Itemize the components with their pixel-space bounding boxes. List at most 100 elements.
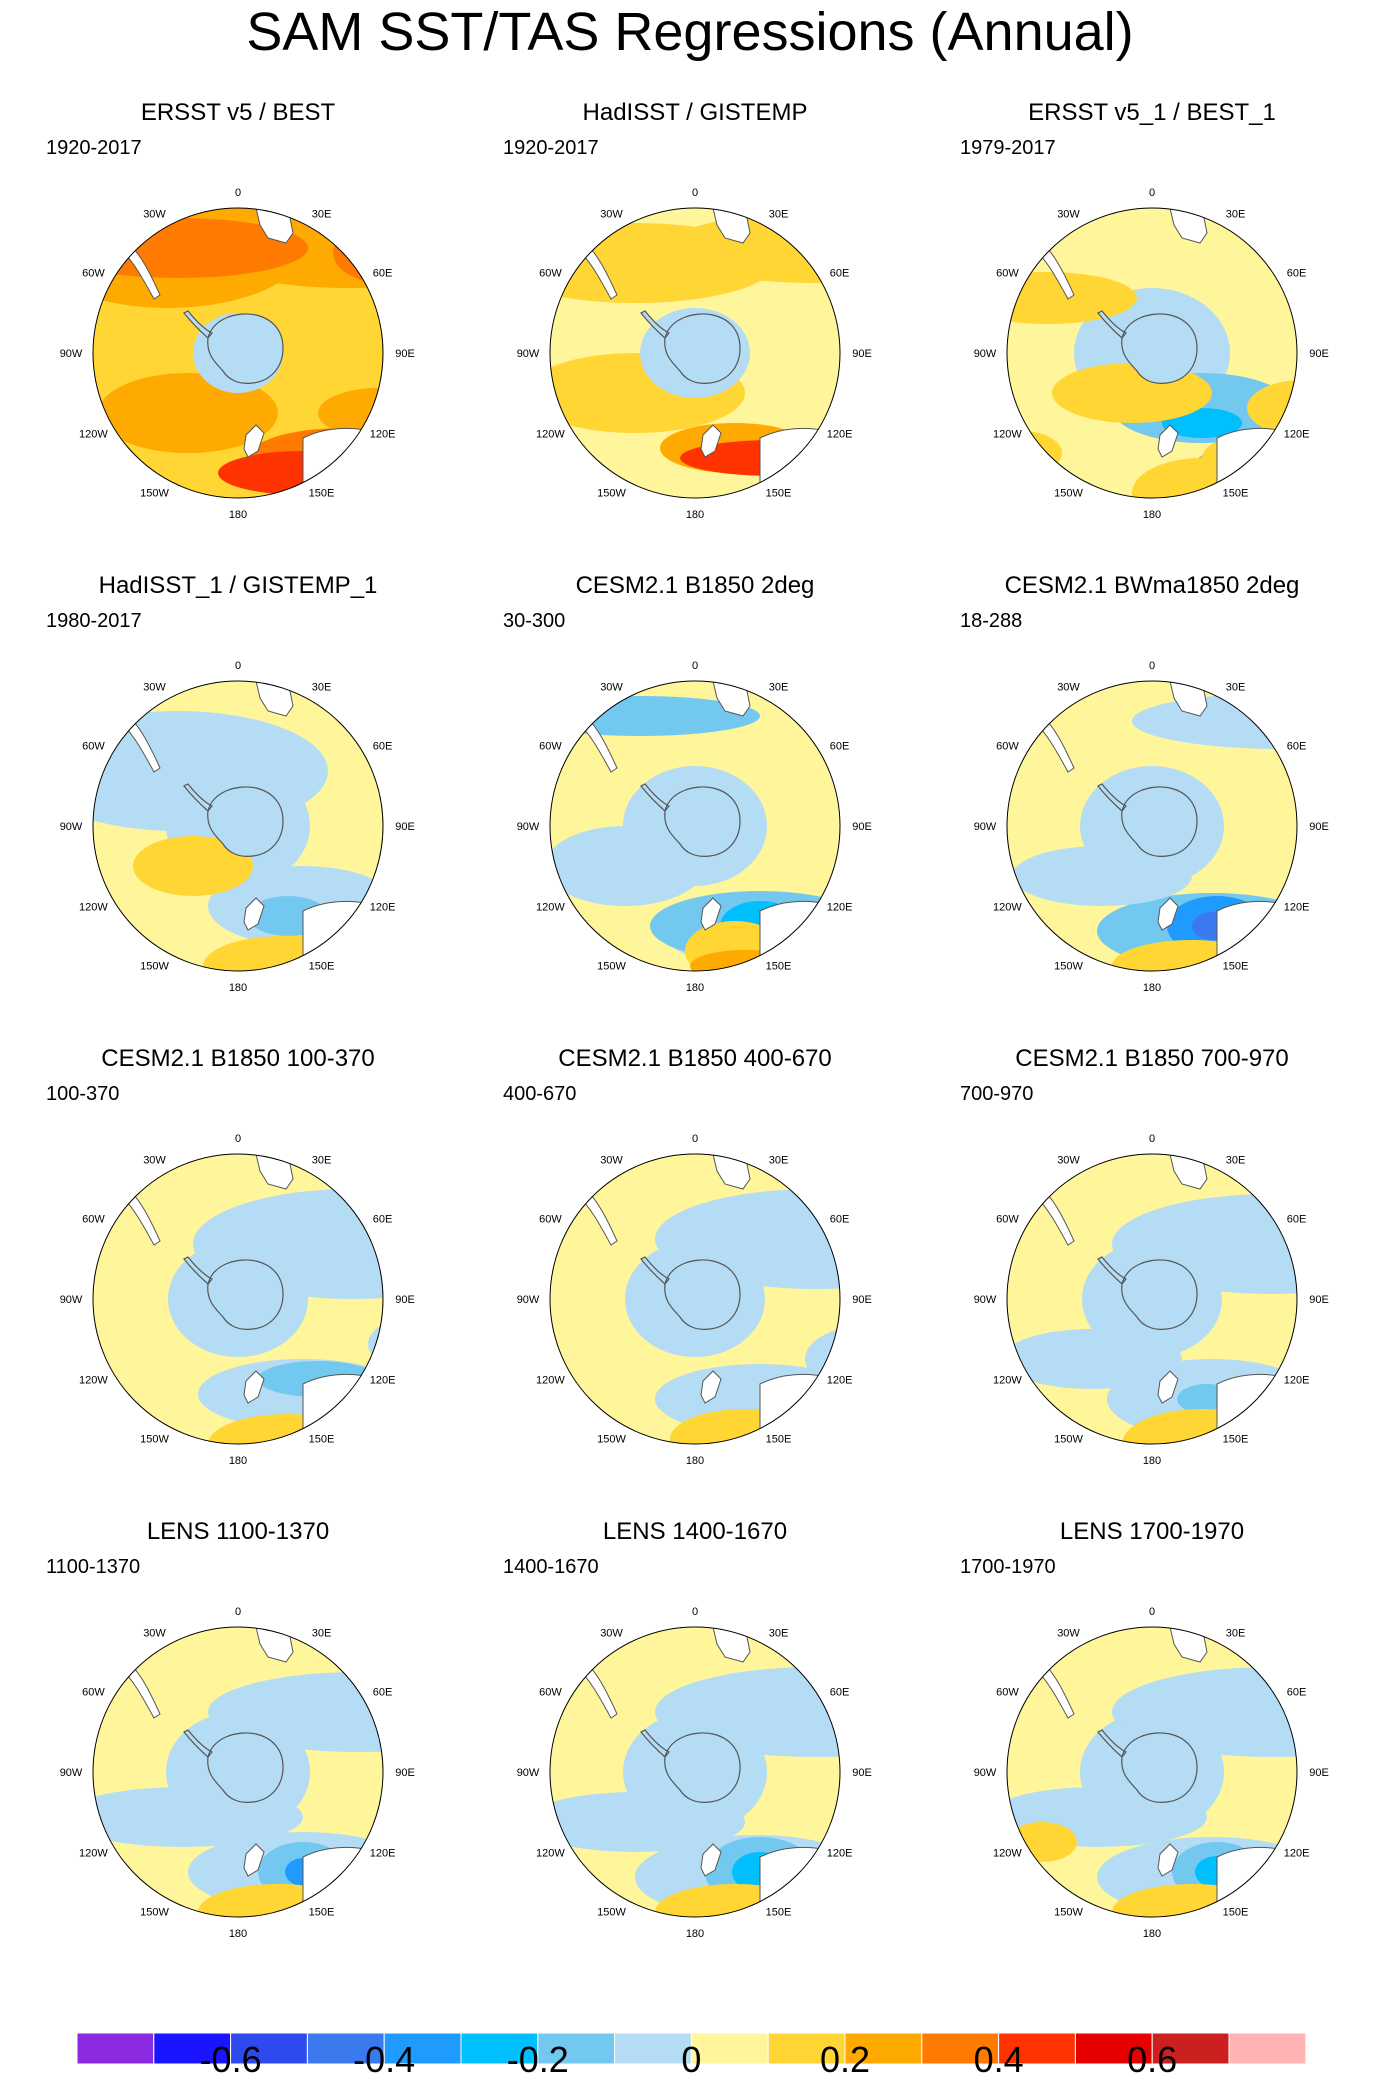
- panel-title: CESM2.1 B1850 100-370: [101, 1045, 375, 1072]
- antarctica-coastline: [1097, 1729, 1198, 1803]
- map-border: [1006, 1153, 1298, 1445]
- longitude-label: 150E: [1223, 960, 1249, 972]
- colorbar-swatch: [1074, 2032, 1153, 2065]
- antarctica-coastline: [640, 783, 741, 857]
- panel-9: CESM2.1 B1850 700-970 700-970 0 30E 60E 90E 12…: [922, 1044, 1380, 1514]
- longitude-label: 90W: [974, 348, 997, 360]
- africa-land: [1169, 208, 1208, 244]
- africa-land: [712, 1154, 751, 1190]
- antarctica-coastline: [640, 1729, 741, 1803]
- panel-title: LENS 1100-1370: [146, 1518, 330, 1545]
- africa-land: [255, 1627, 294, 1663]
- contour-field: [550, 1627, 840, 1917]
- longitude-label: 0: [1149, 660, 1155, 672]
- map-border: [1006, 680, 1298, 972]
- new-zealand-land: [243, 1843, 265, 1877]
- longitude-label: 30W: [1057, 1155, 1080, 1167]
- longitude-label: 120E: [370, 902, 396, 914]
- longitude-label: 60E: [373, 741, 393, 753]
- longitude-label: 150E: [766, 487, 792, 499]
- panel-title: CESM2.1 B1850 400-670: [558, 1045, 832, 1072]
- longitude-label: 180: [1143, 1928, 1161, 1940]
- map-border: [1006, 1626, 1298, 1918]
- contour-field: [1007, 1154, 1297, 1444]
- africa-land: [712, 681, 751, 717]
- panel-period: 1700-1970: [960, 1556, 1056, 1578]
- panel-period: 100-370: [46, 1083, 120, 1105]
- longitude-label: 60W: [539, 1687, 562, 1699]
- contour-field: [1007, 1627, 1297, 1917]
- longitude-label: 30E: [769, 1155, 789, 1167]
- longitude-label: 120E: [827, 1375, 853, 1387]
- antarctica-coastline: [183, 1729, 284, 1803]
- longitude-label: 150E: [766, 1906, 792, 1918]
- longitude-label: 150W: [597, 1906, 626, 1918]
- longitude-label: 30W: [1057, 209, 1080, 221]
- africa-land: [255, 1154, 294, 1190]
- contour-field: [550, 1154, 840, 1444]
- longitude-label: 180: [686, 1928, 704, 1940]
- longitude-label: 120W: [993, 429, 1022, 441]
- colorbar-swatch: [767, 2032, 846, 2065]
- longitude-label: 60W: [82, 741, 105, 753]
- longitude-label: 180: [686, 509, 704, 521]
- longitude-label: 90E: [395, 1767, 415, 1779]
- new-zealand-land: [1157, 897, 1179, 931]
- longitude-label: 30W: [1057, 682, 1080, 694]
- longitude-label: 30E: [769, 209, 789, 221]
- colorbar-tick-label: 0: [681, 2039, 702, 2080]
- contour-field: [93, 1154, 383, 1444]
- longitude-label: 180: [1143, 1455, 1161, 1467]
- longitude-label: 150W: [140, 960, 169, 972]
- longitude-label: 0: [235, 187, 241, 199]
- longitude-label: 120W: [993, 902, 1022, 914]
- longitude-label: 120E: [370, 1375, 396, 1387]
- longitude-label: 120W: [993, 1375, 1022, 1387]
- longitude-label: 0: [692, 660, 698, 672]
- longitude-label: 0: [235, 1133, 241, 1145]
- colorbar-swatch: [76, 2032, 155, 2065]
- longitude-label: 150E: [766, 1433, 792, 1445]
- longitude-label: 0: [235, 660, 241, 672]
- colorbar-tick-label: -0.2: [506, 2039, 569, 2080]
- longitude-label: 60W: [996, 1214, 1019, 1226]
- colorbar-tick-label: -0.4: [353, 2039, 416, 2080]
- africa-land: [1169, 681, 1208, 717]
- polar-map: 0 30E 60E 90E 120E 150E 180 150W 120W 90W 60W 30W: [974, 1606, 1329, 1940]
- africa-land: [1169, 1154, 1208, 1190]
- panel-2: HadISST / GISTEMP 1920-2017 0 30E 60E 90E 120E…: [465, 98, 925, 568]
- colorbar-swatch: [460, 2032, 539, 2065]
- new-zealand-land: [1157, 1370, 1179, 1404]
- longitude-label: 0: [1149, 187, 1155, 199]
- longitude-label: 30W: [600, 1628, 623, 1640]
- longitude-label: 120E: [1284, 902, 1310, 914]
- longitude-label: 90W: [60, 348, 83, 360]
- longitude-label: 150E: [1223, 487, 1249, 499]
- panel-3: ERSST v5_1 / BEST_1 1979-2017 0 30E 60E 90E 12…: [922, 98, 1380, 568]
- contour-region: [402, 398, 434, 418]
- contour-region: [1247, 380, 1297, 436]
- longitude-label: 120W: [536, 902, 565, 914]
- colorbar-swatch: [998, 2032, 1076, 2065]
- contour-field: [550, 208, 840, 498]
- new-zealand-land: [700, 424, 722, 458]
- longitude-label: 180: [229, 982, 247, 994]
- longitude-label: 0: [692, 1133, 698, 1145]
- colorbar-swatch: [383, 2032, 462, 2065]
- colorbar-tick-label: 0.6: [1127, 2039, 1178, 2080]
- longitude-label: 120E: [1284, 1848, 1310, 1860]
- longitude-label: 90W: [60, 821, 83, 833]
- longitude-label: 150E: [766, 960, 792, 972]
- longitude-label: 180: [229, 1455, 247, 1467]
- new-zealand-land: [700, 897, 722, 931]
- colorbar-swatch: [153, 2032, 232, 2065]
- polar-map: 0 30E 60E 90E 120E 150E 180 150W 120W 90W 60W 30W: [517, 1133, 872, 1467]
- map-border: [92, 680, 384, 972]
- longitude-label: 30E: [1226, 682, 1246, 694]
- africa-land: [712, 1627, 751, 1663]
- longitude-label: 150E: [309, 487, 335, 499]
- longitude-label: 90E: [852, 1767, 872, 1779]
- polar-map: 0 30E 60E 90E 120E 150E 180 150W 120W 90W 60W 30W: [974, 660, 1329, 994]
- panel-title: HadISST_1 / GISTEMP_1: [98, 572, 378, 599]
- polar-map: 0 30E 60E 90E 120E 150E 180 150W 120W 90W 60W 30W: [60, 187, 434, 521]
